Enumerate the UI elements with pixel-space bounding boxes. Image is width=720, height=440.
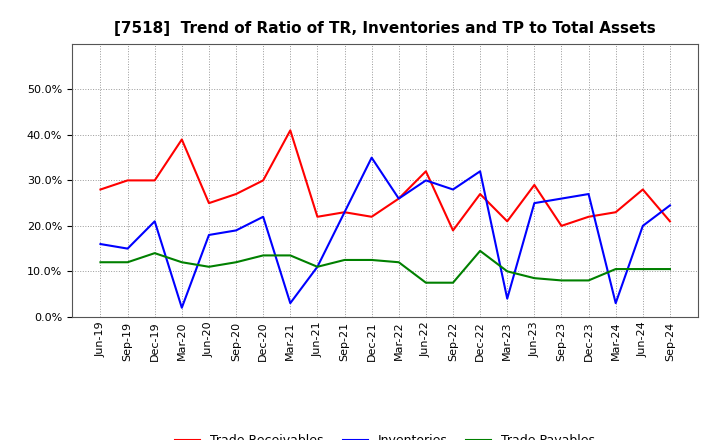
Inventories xyxy=(259,214,268,220)
Title: [7518]  Trend of Ratio of TR, Inventories and TP to Total Assets: [7518] Trend of Ratio of TR, Inventories… xyxy=(114,21,656,36)
Inventories xyxy=(584,191,593,197)
Trade Receivables xyxy=(395,196,403,201)
Trade Payables xyxy=(584,278,593,283)
Trade Payables xyxy=(421,280,430,285)
Trade Receivables xyxy=(96,187,105,192)
Trade Payables xyxy=(341,257,349,263)
Inventories xyxy=(367,155,376,160)
Trade Receivables xyxy=(232,191,240,197)
Trade Receivables xyxy=(503,219,511,224)
Inventories xyxy=(313,264,322,269)
Trade Receivables xyxy=(557,223,566,228)
Inventories xyxy=(503,296,511,301)
Line: Trade Receivables: Trade Receivables xyxy=(101,130,670,231)
Trade Payables xyxy=(476,248,485,253)
Trade Receivables xyxy=(259,178,268,183)
Inventories xyxy=(395,196,403,201)
Inventories xyxy=(530,201,539,206)
Trade Payables xyxy=(96,260,105,265)
Inventories xyxy=(96,242,105,247)
Inventories xyxy=(639,223,647,228)
Inventories xyxy=(665,203,674,208)
Inventories xyxy=(123,246,132,251)
Trade Receivables xyxy=(530,182,539,187)
Trade Payables xyxy=(204,264,213,269)
Inventories xyxy=(150,219,159,224)
Line: Trade Payables: Trade Payables xyxy=(101,251,670,282)
Inventories xyxy=(557,196,566,201)
Trade Payables xyxy=(123,260,132,265)
Trade Receivables xyxy=(611,209,620,215)
Trade Receivables xyxy=(123,178,132,183)
Trade Payables xyxy=(232,260,240,265)
Trade Payables xyxy=(395,260,403,265)
Trade Payables xyxy=(639,266,647,271)
Trade Payables xyxy=(178,260,186,265)
Inventories xyxy=(204,232,213,238)
Trade Payables xyxy=(259,253,268,258)
Trade Receivables xyxy=(341,209,349,215)
Trade Receivables xyxy=(178,137,186,142)
Inventories xyxy=(421,178,430,183)
Inventories xyxy=(476,169,485,174)
Trade Receivables xyxy=(584,214,593,220)
Trade Payables xyxy=(665,266,674,271)
Trade Payables xyxy=(611,266,620,271)
Trade Receivables xyxy=(449,228,457,233)
Trade Receivables xyxy=(286,128,294,133)
Trade Payables xyxy=(449,280,457,285)
Trade Receivables xyxy=(421,169,430,174)
Inventories xyxy=(341,209,349,215)
Inventories xyxy=(286,301,294,306)
Trade Receivables xyxy=(204,201,213,206)
Inventories xyxy=(178,305,186,310)
Trade Payables xyxy=(530,275,539,281)
Legend: Trade Receivables, Inventories, Trade Payables: Trade Receivables, Inventories, Trade Pa… xyxy=(170,429,600,440)
Trade Payables xyxy=(367,257,376,263)
Trade Payables xyxy=(313,264,322,269)
Trade Receivables xyxy=(639,187,647,192)
Trade Payables xyxy=(150,250,159,256)
Trade Receivables xyxy=(665,219,674,224)
Trade Receivables xyxy=(150,178,159,183)
Trade Payables xyxy=(503,269,511,274)
Trade Receivables xyxy=(367,214,376,220)
Trade Payables xyxy=(557,278,566,283)
Trade Receivables xyxy=(476,191,485,197)
Trade Payables xyxy=(286,253,294,258)
Inventories xyxy=(611,301,620,306)
Inventories xyxy=(232,228,240,233)
Inventories xyxy=(449,187,457,192)
Line: Inventories: Inventories xyxy=(101,158,670,308)
Trade Receivables xyxy=(313,214,322,220)
